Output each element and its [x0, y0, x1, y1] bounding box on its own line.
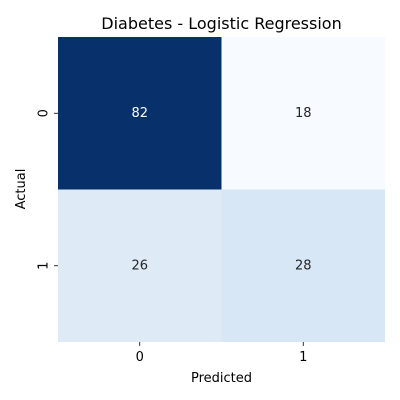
heatmap-value-label-r0-c1: 18: [295, 106, 312, 121]
x-tick-label-1: 1: [299, 350, 307, 365]
heatmap-cell-r1-c1: [221, 189, 385, 342]
heatmap-cell-r1-c0: [58, 189, 222, 342]
heatmap-value-label-r1-c0: 26: [131, 258, 148, 273]
x-axis-label: Predicted: [191, 371, 252, 386]
heatmap-cell-r0-c1: [221, 37, 385, 190]
chart-title: Diabetes - Logistic Regression: [101, 14, 341, 33]
heatmap-value-label-r0-c0: 82: [131, 106, 148, 121]
heatmap-cell-r0-c0: [58, 37, 222, 190]
y-tick-label-0: 0: [37, 109, 52, 117]
y-axis-ticks: 01: [37, 109, 58, 270]
heatmap-value-label-r1-c1: 28: [295, 258, 312, 273]
y-axis-label: Actual: [14, 169, 29, 210]
y-tick-label-1: 1: [37, 262, 52, 270]
x-tick-label-0: 0: [136, 350, 144, 365]
heatmap-cells: 82 18 26 28: [58, 37, 385, 342]
